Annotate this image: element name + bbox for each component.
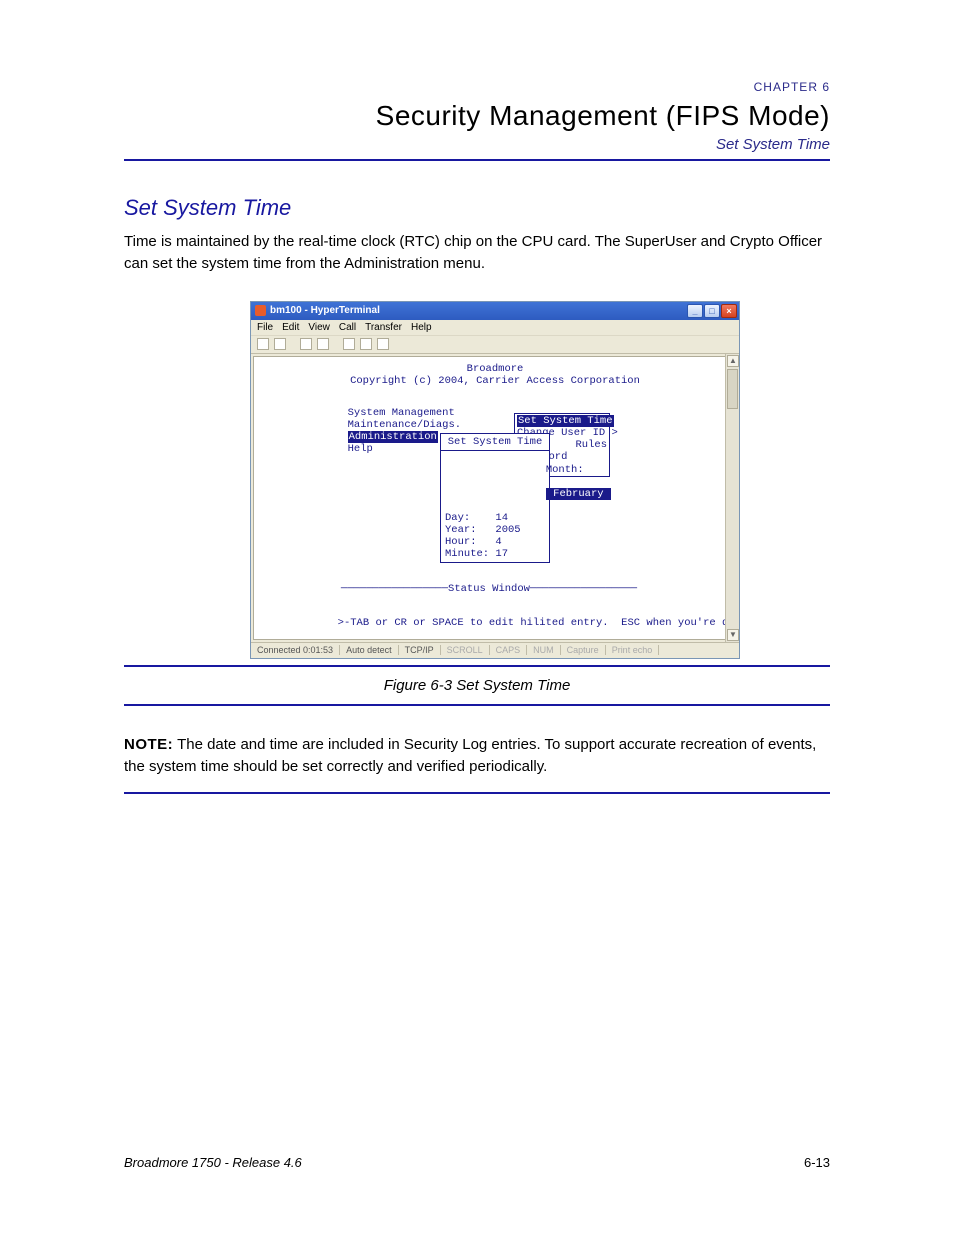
status-capture: Capture <box>561 645 606 655</box>
menu-help-term[interactable]: Help <box>348 443 373 455</box>
chapter-tag: CHAPTER 6 <box>124 80 830 94</box>
dialog-month-value[interactable]: February <box>546 488 611 500</box>
toolbar-call-icon[interactable] <box>300 338 312 350</box>
dialog-year[interactable]: Year: 2005 <box>445 524 545 536</box>
terminal-area: Broadmore Copyright (c) 2004, Carrier Ac… <box>251 354 739 642</box>
set-time-dialog: Set System Time Month: February Day: 14 … <box>440 433 550 563</box>
terminal-brand: Broadmore <box>254 363 736 375</box>
scroll-up-icon[interactable]: ▲ <box>727 355 739 367</box>
status-proto: TCP/IP <box>399 645 441 655</box>
footer-page-number: 6-13 <box>804 1155 830 1170</box>
minimize-button[interactable]: _ <box>687 304 703 318</box>
status-num: NUM <box>527 645 561 655</box>
section-paragraph: Time is maintained by the real-time cloc… <box>124 231 830 275</box>
status-printecho: Print echo <box>606 645 660 655</box>
toolbar-new-icon[interactable] <box>257 338 269 350</box>
header-rule <box>124 159 830 161</box>
dialog-month-label: Month: <box>546 464 584 476</box>
menubar: File Edit View Call Transfer Help <box>251 320 739 336</box>
toolbar-open-icon[interactable] <box>274 338 286 350</box>
menu-edit[interactable]: Edit <box>282 322 299 333</box>
page-body: CHAPTER 6 Security Management (FIPS Mode… <box>124 80 830 798</box>
toolbar-send-icon[interactable] <box>343 338 355 350</box>
status-detect: Auto detect <box>340 645 399 655</box>
dropdown-set-time[interactable]: Set System Time <box>517 415 614 427</box>
menu-maintenance[interactable]: Maintenance/Diags. <box>348 419 461 431</box>
note-rule <box>124 792 830 794</box>
terminal-copyright: Copyright (c) 2004, Carrier Access Corpo… <box>254 375 736 387</box>
figure-rule-bottom <box>124 704 830 706</box>
dialog-title: Set System Time <box>441 434 549 450</box>
scroll-down-icon[interactable]: ▼ <box>727 629 739 641</box>
note-lead: NOTE: <box>124 736 173 753</box>
chapter-subtitle: Set System Time <box>124 136 830 153</box>
toolbar-props-icon[interactable] <box>377 338 389 350</box>
section-heading: Set System Time <box>124 195 830 221</box>
chapter-title: Security Management (FIPS Mode) <box>124 100 830 132</box>
toolbar-receive-icon[interactable] <box>360 338 372 350</box>
terminal-scrollbar[interactable]: ▲ ▼ <box>725 354 739 642</box>
terminal[interactable]: Broadmore Copyright (c) 2004, Carrier Ac… <box>253 356 737 640</box>
scroll-thumb[interactable] <box>727 369 738 409</box>
close-button[interactable]: × <box>721 304 737 318</box>
dialog-minute[interactable]: Minute: 17 <box>445 548 545 560</box>
menu-transfer[interactable]: Transfer <box>365 322 402 333</box>
footer-left: Broadmore 1750 - Release 4.6 <box>124 1155 302 1170</box>
status-window-label: ─────────────────Status Window──────────… <box>260 583 718 595</box>
menu-system-management[interactable]: System Management <box>348 407 455 419</box>
figure-caption: Figure 6-3 Set System Time <box>124 675 830 697</box>
dialog-hour[interactable]: Hour: 4 <box>445 536 545 548</box>
note-text: The date and time are included in Securi… <box>124 736 816 775</box>
terminal-hint: >-TAB or CR or SPACE to edit hilited ent… <box>262 605 737 640</box>
status-scroll: SCROLL <box>441 645 490 655</box>
status-caps: CAPS <box>490 645 528 655</box>
menu-view[interactable]: View <box>308 322 330 333</box>
note-paragraph: NOTE: The date and time are included in … <box>124 734 830 778</box>
menu-file[interactable]: File <box>257 322 273 333</box>
toolbar <box>251 336 739 354</box>
app-icon <box>255 305 266 316</box>
page-footer: Broadmore 1750 - Release 4.6 6-13 <box>124 1155 830 1170</box>
window-titlebar: bm100 - HyperTerminal _ □ × <box>251 302 739 320</box>
window-title: bm100 - HyperTerminal <box>270 305 380 316</box>
figure-rule-top <box>124 665 830 667</box>
toolbar-hangup-icon[interactable] <box>317 338 329 350</box>
scroll-track[interactable] <box>726 410 739 628</box>
figure-screenshot: bm100 - HyperTerminal _ □ × File Edit Vi… <box>250 301 740 659</box>
status-connected: Connected 0:01:53 <box>251 645 340 655</box>
maximize-button[interactable]: □ <box>704 304 720 318</box>
hyperterminal-window: bm100 - HyperTerminal _ □ × File Edit Vi… <box>250 301 740 659</box>
status-bar: Connected 0:01:53 Auto detect TCP/IP SCR… <box>251 642 739 658</box>
menu-administration[interactable]: Administration <box>348 431 438 443</box>
menu-call[interactable]: Call <box>339 322 356 333</box>
menu-help[interactable]: Help <box>411 322 432 333</box>
dialog-day[interactable]: Day: 14 <box>445 512 545 524</box>
